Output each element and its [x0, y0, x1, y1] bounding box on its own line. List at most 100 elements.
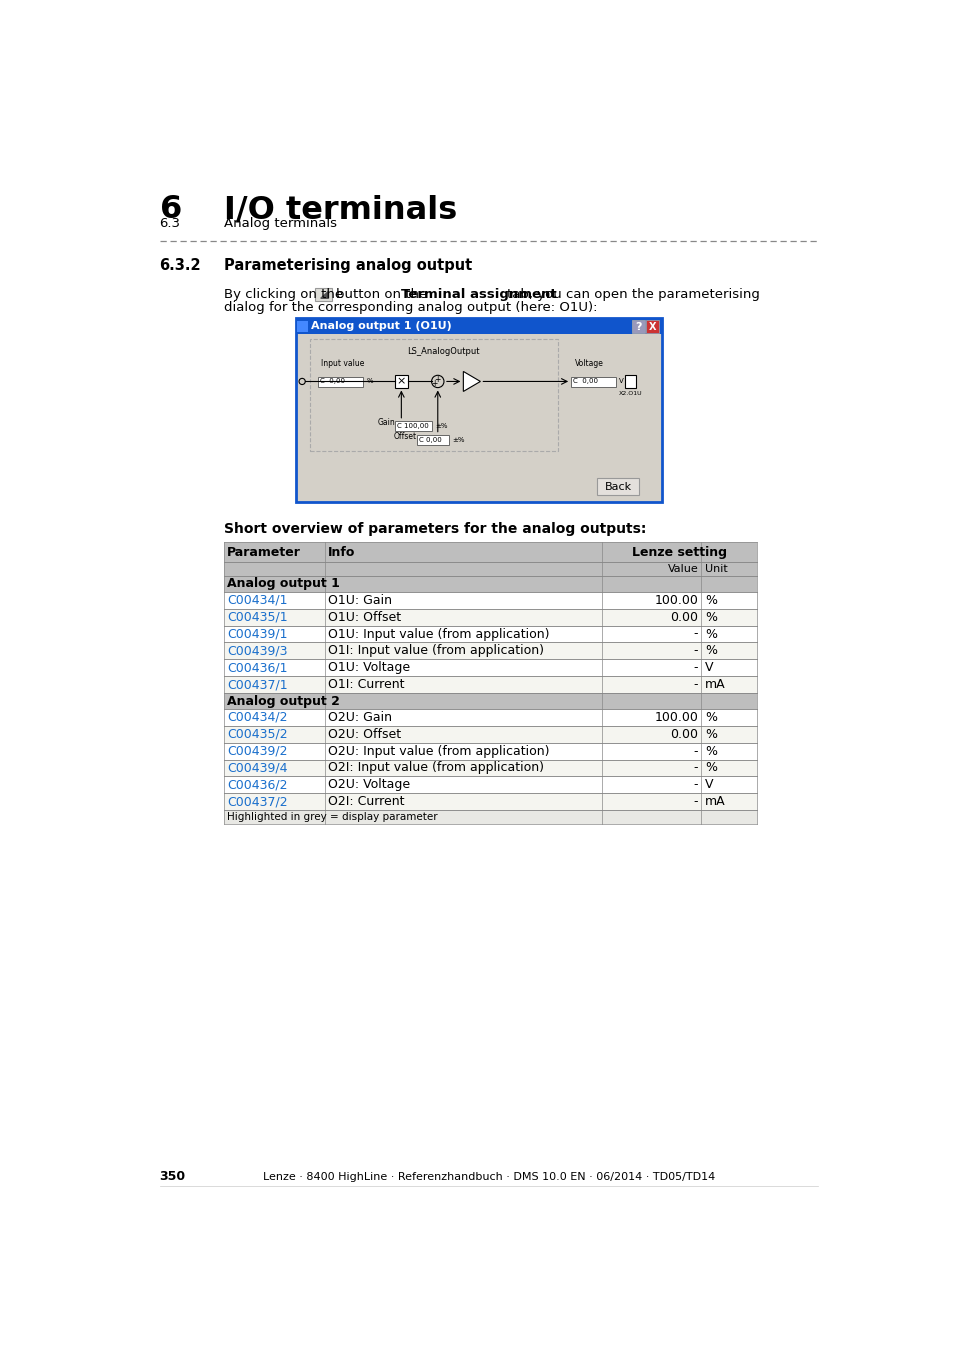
Text: C00439/1: C00439/1 [227, 628, 287, 640]
FancyBboxPatch shape [310, 339, 558, 451]
FancyBboxPatch shape [224, 676, 757, 694]
Text: mA: mA [704, 795, 725, 809]
FancyBboxPatch shape [224, 659, 757, 676]
Text: %: % [704, 761, 717, 775]
FancyBboxPatch shape [632, 320, 644, 333]
Text: C  0,00: C 0,00 [319, 378, 345, 385]
Text: Terminal assignment: Terminal assignment [400, 288, 556, 301]
Text: dialog for the corresponding analog output (here: O1U):: dialog for the corresponding analog outp… [224, 301, 597, 313]
Text: -: - [693, 628, 698, 640]
FancyBboxPatch shape [295, 317, 661, 335]
Text: %: % [704, 610, 717, 624]
Text: +: + [435, 375, 440, 383]
Polygon shape [463, 371, 480, 392]
Text: Lenze · 8400 HighLine · Referenzhandbuch · DMS 10.0 EN · 06/2014 · TD05/TD14: Lenze · 8400 HighLine · Referenzhandbuch… [262, 1172, 715, 1181]
Text: LS_AnalogOutput: LS_AnalogOutput [406, 347, 478, 356]
Text: 0.00: 0.00 [669, 728, 698, 741]
Text: Parameter: Parameter [227, 545, 300, 559]
Text: Voltage: Voltage [575, 359, 603, 367]
FancyBboxPatch shape [224, 726, 757, 743]
Text: 100.00: 100.00 [654, 710, 698, 724]
Text: C  0,00: C 0,00 [573, 378, 598, 385]
Text: X2.O1U: X2.O1U [618, 390, 642, 396]
Text: 100.00: 100.00 [654, 594, 698, 606]
Text: 350: 350 [159, 1170, 186, 1184]
Text: C00437/1: C00437/1 [227, 678, 287, 691]
Text: Input value: Input value [320, 359, 364, 367]
Text: O2U: Input value (from application): O2U: Input value (from application) [328, 745, 549, 757]
FancyBboxPatch shape [315, 288, 332, 301]
Text: Offset: Offset [394, 432, 416, 440]
Text: C 0,00: C 0,00 [418, 437, 441, 443]
FancyBboxPatch shape [224, 776, 757, 794]
FancyBboxPatch shape [224, 643, 757, 659]
Text: button on the: button on the [335, 288, 427, 301]
Text: By clicking on the: By clicking on the [224, 288, 343, 301]
Text: Analog output 2: Analog output 2 [227, 694, 339, 707]
Polygon shape [320, 292, 328, 298]
Text: I/O terminals: I/O terminals [224, 194, 456, 225]
Text: ±%: ±% [435, 423, 448, 429]
FancyBboxPatch shape [297, 321, 308, 332]
Text: ±%: ±% [452, 437, 464, 443]
FancyBboxPatch shape [224, 563, 757, 576]
Text: ×: × [396, 377, 406, 386]
Text: O2I: Input value (from application): O2I: Input value (from application) [328, 761, 543, 775]
Text: %: % [704, 594, 717, 606]
Text: %: % [704, 644, 717, 657]
Text: C00436/2: C00436/2 [227, 779, 287, 791]
FancyBboxPatch shape [395, 421, 432, 431]
Text: Value: Value [667, 564, 698, 574]
Text: Parameterising analog output: Parameterising analog output [224, 258, 472, 273]
Text: O1U: Voltage: O1U: Voltage [328, 662, 410, 675]
Text: O1U: Input value (from application): O1U: Input value (from application) [328, 628, 549, 640]
Text: O2U: Offset: O2U: Offset [328, 728, 400, 741]
Text: %: % [704, 728, 717, 741]
Text: -: - [693, 745, 698, 757]
Text: -: - [693, 795, 698, 809]
FancyBboxPatch shape [224, 709, 757, 726]
Text: 0.00: 0.00 [669, 610, 698, 624]
Text: O1U: Offset: O1U: Offset [328, 610, 400, 624]
Text: -: - [693, 761, 698, 775]
Text: C 100,00: C 100,00 [397, 423, 429, 429]
Text: V: V [704, 779, 713, 791]
Text: Analog terminals: Analog terminals [224, 217, 336, 231]
Text: %: % [366, 378, 373, 385]
Text: C00439/3: C00439/3 [227, 644, 287, 657]
Text: C00436/1: C00436/1 [227, 662, 287, 675]
Text: C00439/2: C00439/2 [227, 745, 287, 757]
Text: C00434/2: C00434/2 [227, 710, 287, 724]
Text: O1I: Current: O1I: Current [328, 678, 404, 691]
Text: C00435/2: C00435/2 [227, 728, 287, 741]
Text: -: - [693, 678, 698, 691]
FancyBboxPatch shape [295, 317, 661, 502]
FancyBboxPatch shape [416, 435, 449, 444]
Text: Highlighted in grey = display parameter: Highlighted in grey = display parameter [227, 813, 437, 822]
FancyBboxPatch shape [571, 377, 616, 387]
Text: Analog output 1: Analog output 1 [227, 578, 339, 590]
FancyBboxPatch shape [645, 320, 658, 333]
Text: Back: Back [604, 482, 631, 491]
FancyBboxPatch shape [317, 377, 362, 387]
FancyBboxPatch shape [224, 694, 757, 709]
FancyBboxPatch shape [224, 625, 757, 643]
FancyBboxPatch shape [224, 794, 757, 810]
FancyBboxPatch shape [224, 591, 757, 609]
FancyBboxPatch shape [224, 810, 757, 825]
Text: V: V [704, 662, 713, 675]
Text: O1U: Gain: O1U: Gain [328, 594, 392, 606]
Text: Unit: Unit [704, 564, 727, 574]
Text: tab, you can open the parameterising: tab, you can open the parameterising [506, 288, 759, 301]
Text: C00439/4: C00439/4 [227, 761, 287, 775]
Text: X: X [648, 321, 656, 332]
Text: -: - [693, 779, 698, 791]
Text: %: % [704, 710, 717, 724]
Text: -: - [693, 644, 698, 657]
Text: C00437/2: C00437/2 [227, 795, 287, 809]
FancyBboxPatch shape [395, 375, 407, 387]
Text: ?: ? [635, 321, 641, 332]
FancyBboxPatch shape [224, 576, 757, 591]
Text: C00435/1: C00435/1 [227, 610, 287, 624]
Text: Short overview of parameters for the analog outputs:: Short overview of parameters for the ana… [224, 522, 645, 536]
